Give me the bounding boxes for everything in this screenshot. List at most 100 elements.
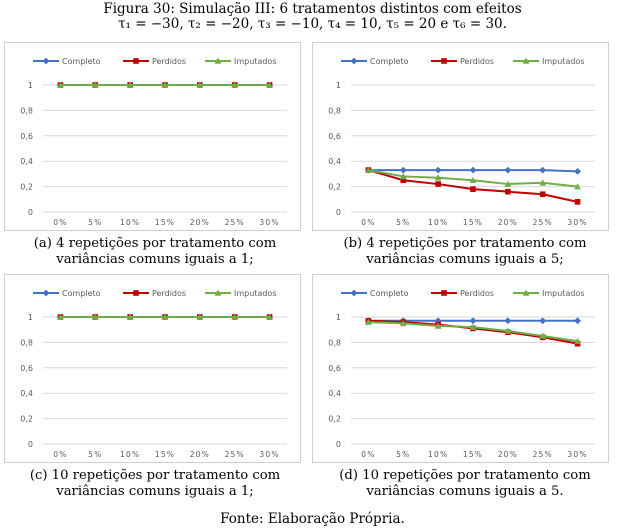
data-point-imputados	[91, 313, 99, 320]
legend-marker-imputados	[522, 289, 530, 296]
legend-marker-completo	[350, 289, 358, 297]
data-point-imputados	[399, 173, 407, 180]
chart-panel-b: 0 0,2 0,4 0,6 0,8 1 0% 5% 10% 15% 20% 25% 30% Complet…	[312, 42, 609, 231]
data-point-imputados	[434, 322, 442, 329]
data-point-completo	[574, 167, 581, 175]
data-point-imputados	[469, 176, 477, 184]
legend-label-perdidos: Perdidos	[152, 57, 186, 66]
data-point-imputados	[91, 81, 99, 88]
chart-panel-a: 0 0,2 0,4 0,6 0,8 1 0% 5% 10% 15% 20% 25% 30% Complet…	[4, 42, 301, 231]
legend-marker-completo	[42, 289, 50, 297]
data-point-perdidos	[505, 188, 511, 195]
data-point-imputados	[469, 323, 477, 330]
legend-label-completo: Completo	[62, 289, 101, 298]
legend-marker-perdidos	[441, 290, 447, 296]
legend-label-completo: Completo	[62, 57, 101, 66]
x-tick-label: 10%	[428, 450, 448, 459]
caption-c-line2: variâncias comuns iguais a 1;	[56, 484, 254, 499]
legend-label-perdidos: Perdidos	[152, 289, 186, 298]
y-tick-label: 0,6	[328, 364, 341, 373]
y-tick-label: 1	[336, 81, 341, 90]
caption-d-line2: variâncias comuns iguais a 5.	[366, 484, 564, 499]
x-tick-label: 25%	[533, 218, 553, 227]
figure-subtitle: τ₁ = −30, τ₂ = −20, τ₃ = −10, τ₄ = 10, τ…	[118, 16, 507, 32]
caption-c-line1: (c) 10 repetições por tratamento com	[29, 468, 281, 483]
x-tick-label: 25%	[533, 450, 553, 459]
y-tick-label: 0,2	[20, 415, 33, 424]
y-tick-label: 0,6	[20, 364, 33, 373]
x-tick-label: 25%	[225, 218, 245, 227]
x-tick-label: 5%	[88, 218, 102, 227]
data-point-imputados	[57, 81, 64, 88]
data-point-imputados	[434, 174, 442, 181]
x-tick-label: 30%	[567, 450, 587, 459]
y-tick-label: 0,4	[328, 389, 341, 398]
x-tick-label: 5%	[396, 218, 410, 227]
data-point-completo	[469, 317, 477, 325]
data-point-imputados	[57, 313, 64, 320]
legend-marker-completo	[42, 57, 50, 65]
y-tick-label: 0,4	[20, 157, 33, 166]
x-tick-label: 30%	[567, 218, 587, 227]
data-point-imputados	[574, 337, 581, 344]
x-tick-label: 0%	[361, 450, 375, 459]
y-tick-label: 0,2	[20, 183, 33, 192]
legend-label-completo: Completo	[370, 289, 409, 298]
figure-source: Fonte: Elaboração Própria.	[220, 511, 405, 527]
data-point-imputados	[231, 81, 239, 88]
x-tick-label: 5%	[396, 450, 410, 459]
data-point-imputados	[504, 180, 512, 187]
y-tick-label: 0,6	[20, 132, 33, 141]
data-point-imputados	[574, 183, 581, 190]
y-tick-label: 1	[28, 313, 33, 322]
x-tick-label: 15%	[155, 450, 175, 459]
chart-panel-d: 0 0,2 0,4 0,6 0,8 1 0% 5% 10% 15% 20% 25% 30% Complet…	[312, 274, 609, 463]
caption-b-line2: variâncias comuns iguais a 5;	[366, 252, 564, 267]
data-point-imputados	[126, 313, 134, 320]
data-point-perdidos	[435, 181, 441, 187]
y-tick-label: 0,8	[20, 338, 33, 347]
data-point-imputados	[504, 327, 512, 334]
x-tick-label: 0%	[361, 218, 375, 227]
data-point-completo	[539, 317, 547, 325]
data-point-imputados	[365, 318, 372, 325]
legend-label-imputados: Imputados	[234, 57, 276, 66]
y-tick-label: 0	[28, 440, 33, 449]
legend-marker-completo	[350, 57, 358, 65]
legend-label-completo: Completo	[370, 57, 409, 66]
legend-label-imputados: Imputados	[542, 289, 584, 298]
legend-label-perdidos: Perdidos	[460, 289, 494, 298]
data-point-completo	[504, 166, 512, 174]
data-point-perdidos	[400, 177, 407, 184]
y-tick-label: 0,6	[328, 132, 341, 141]
x-tick-label: 10%	[120, 218, 140, 227]
x-tick-label: 15%	[463, 450, 483, 459]
caption-a-line2: variâncias comuns iguais a 1;	[56, 252, 254, 267]
data-point-perdidos	[574, 199, 581, 205]
x-tick-label: 0%	[53, 450, 67, 459]
legend-marker-perdidos	[133, 290, 139, 296]
chart-svg: 00,20,40,60,810% 5% 10% 15% 20% 25% 30%Complet…	[328, 289, 595, 459]
x-tick-label: 10%	[428, 218, 448, 227]
data-point-imputados	[266, 313, 273, 320]
legend-marker-perdidos	[133, 58, 139, 64]
x-tick-label: 10%	[120, 450, 140, 459]
legend-label-imputados: Imputados	[542, 57, 584, 66]
chart-svg: 00,20,40,60,810% 5% 10% 15% 20% 25% 30%Complet…	[328, 57, 595, 227]
data-point-imputados	[365, 166, 372, 173]
x-tick-label: 0%	[53, 218, 67, 227]
y-tick-label: 0	[336, 208, 341, 217]
data-point-imputados	[231, 313, 239, 320]
caption-b-line1: (b) 4 repetições por tratamento com	[343, 236, 587, 251]
x-tick-label: 30%	[259, 218, 279, 227]
data-point-completo	[434, 166, 442, 174]
x-tick-label: 15%	[155, 218, 175, 227]
y-tick-label: 0,4	[328, 157, 341, 166]
y-tick-label: 1	[336, 313, 341, 322]
data-point-completo	[504, 317, 512, 325]
legend-marker-imputados	[214, 289, 222, 296]
y-tick-label: 0	[28, 208, 33, 217]
data-point-imputados	[196, 313, 204, 320]
legend-label-perdidos: Perdidos	[460, 57, 494, 66]
x-tick-label: 20%	[190, 218, 210, 227]
